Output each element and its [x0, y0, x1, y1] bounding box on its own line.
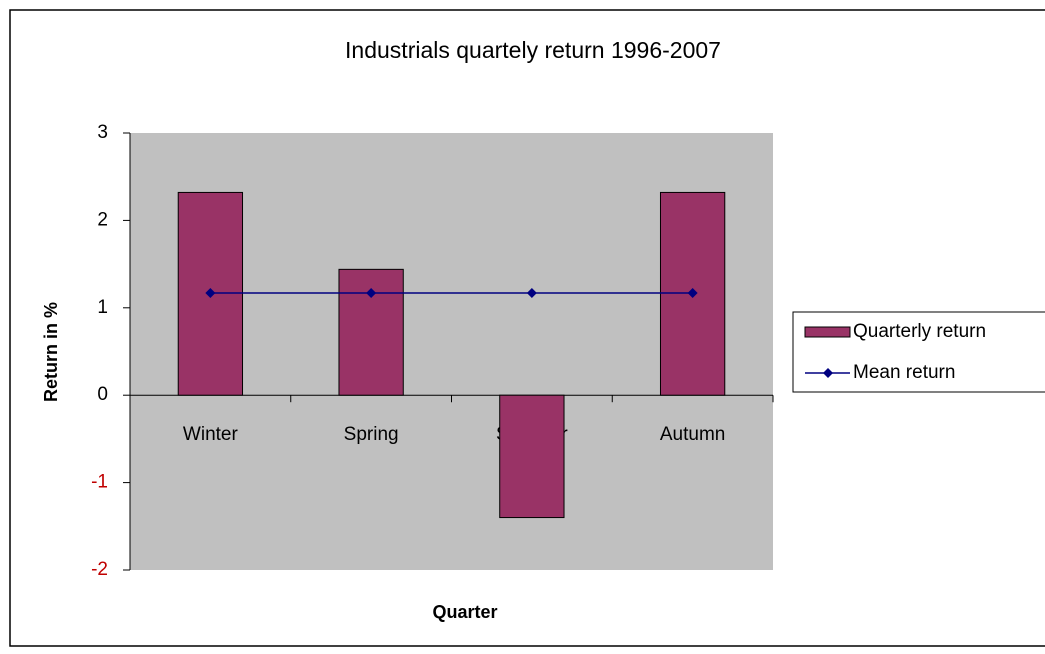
bar: [659, 191, 726, 396]
y-tick-label: 2: [97, 209, 108, 230]
bar: [499, 394, 565, 519]
legend-label: Mean return: [853, 362, 955, 383]
legend-swatch: [804, 326, 851, 338]
y-tick-label: 1: [97, 297, 108, 318]
y-axis-title: Return in %: [41, 302, 61, 402]
marker: [366, 287, 377, 298]
x-axis-title: Quarter: [432, 602, 497, 622]
x-tick-label: Autumn: [660, 424, 725, 445]
marker: [687, 287, 698, 298]
y-tick-label: 3: [97, 122, 108, 143]
marker: [526, 287, 537, 298]
x-tick-label: Winter: [183, 424, 239, 445]
legend-label: Quarterly return: [853, 321, 986, 342]
y-tick-label: -1: [91, 472, 108, 493]
legend-box: [792, 311, 1045, 393]
marker: [205, 287, 216, 298]
y-tick-label: -2: [91, 559, 108, 580]
legend-marker: [823, 368, 833, 378]
y-tick-label: 0: [97, 384, 108, 405]
chart-title: Industrials quartely return 1996-2007: [345, 37, 721, 63]
x-tick-label: Spring: [344, 424, 399, 445]
